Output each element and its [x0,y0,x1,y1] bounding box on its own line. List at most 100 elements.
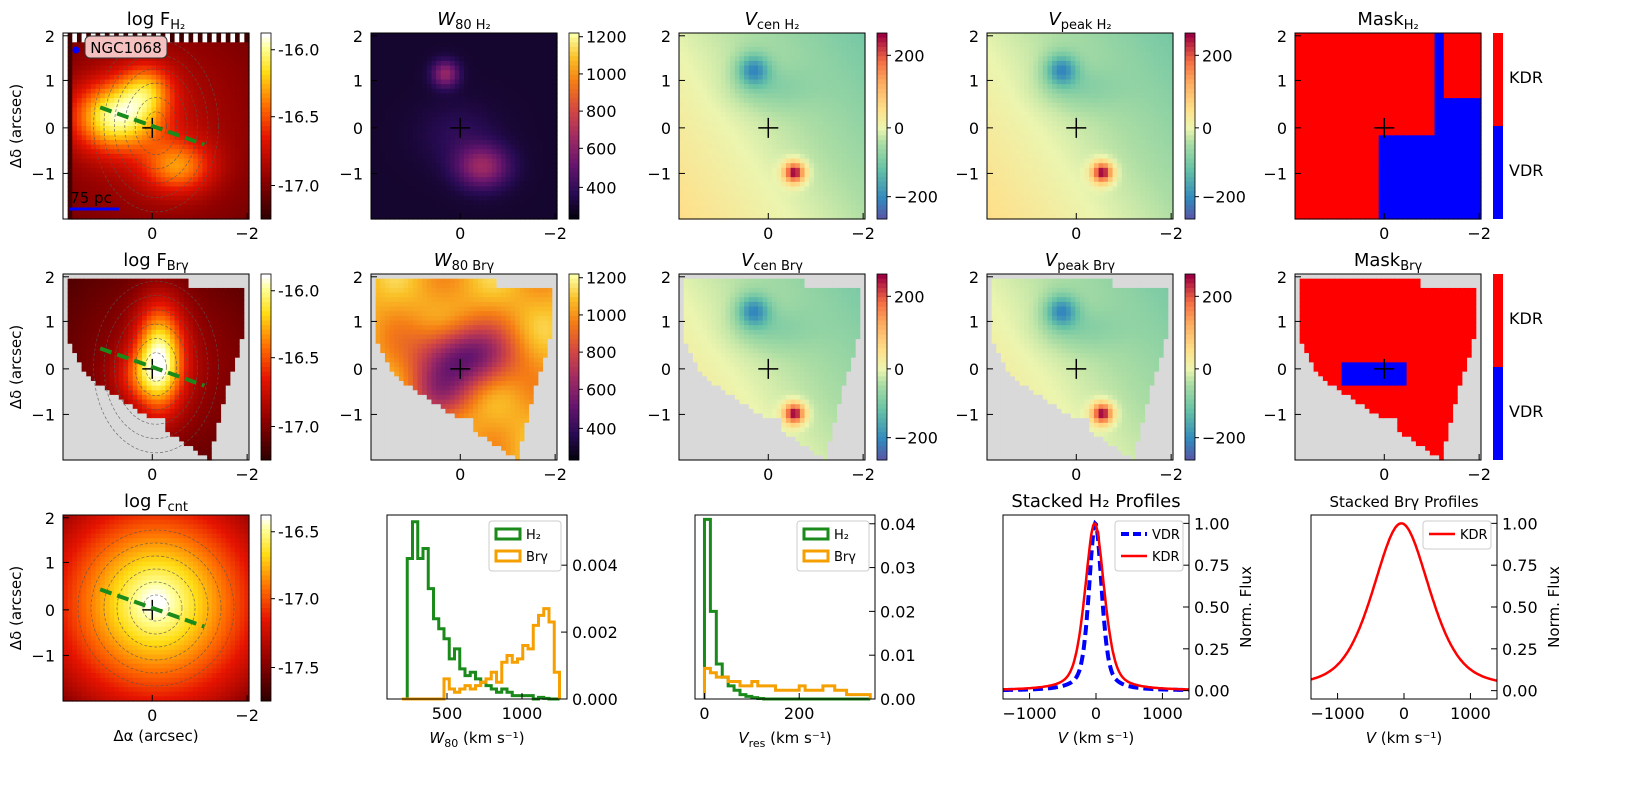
colorbar-tick-label: −200 [894,429,938,448]
map-panel-logF_cnt: 0 −2 2 1 0 −1 log Fcnt Δδ (arcsec) Δα (arcsec) -1… [7,491,319,745]
y-tick-label: 0.000 [572,690,618,709]
x-tick-label: 0 [455,465,465,484]
map-title: W80 Brγ [434,250,495,274]
beam-marker [72,46,80,54]
colorbar-tick-label: -16.0 [278,41,319,60]
y-tick-label: 2 [45,27,55,46]
y-tick-label: 0 [45,119,55,138]
y-tick-label: 2 [661,27,671,46]
y-tick-label: 0.75 [1194,556,1230,575]
position-angle-line [99,105,206,147]
map-frame [986,273,1174,461]
colorbar-label: KDR [1509,309,1543,328]
y-tick-label: 0.04 [880,515,916,534]
colorbar-frame [876,32,888,220]
y-tick-label: 0.004 [572,556,618,575]
legend-label: KDR [1152,550,1180,565]
contour-line [116,568,196,648]
colorbar-tick-label: 200 [894,287,925,306]
y-tick-label: 0 [353,119,363,138]
y-axis-label: Δδ (arcsec) [7,566,25,650]
colorbar: 1200 1000 800 600 400 [568,269,627,461]
map-title: W80 H₂ [437,9,490,33]
x-tick-label: −2 [235,706,259,725]
y-tick-label: 0 [661,119,671,138]
y-tick-label: 0.25 [1194,640,1230,659]
y-tick-label: 2 [661,268,671,287]
x-tick-label: −2 [543,465,567,484]
colorbar-tick-label: -16.5 [278,349,319,368]
x-axis-label: V (km s⁻¹) [1366,729,1443,747]
colorbar-frame [876,273,888,461]
map-frame [678,273,866,461]
y-tick-label: 0 [969,360,979,379]
y-tick-label: 2 [1277,27,1287,46]
map-frame [678,32,866,220]
colorbar-frame [568,32,580,220]
map-title: Vpeak Brγ [1045,250,1115,274]
x-tick-label: −2 [851,465,875,484]
y-tick-label: 0.25 [1502,640,1538,659]
plot-title: Stacked Brγ Profiles [1329,493,1478,511]
y-tick-label: 1 [353,71,363,90]
colorbar-tick-label: 400 [586,178,617,197]
colorbar-tick-label: 800 [586,102,617,121]
y-tick-label: 1 [1277,312,1287,331]
contour-line [77,529,235,687]
x-tick-label: −2 [1467,465,1491,484]
y-tick-label: 0.00 [1502,682,1538,701]
x-tick-label: 0 [147,465,157,484]
legend: VDR KDR [1114,520,1184,572]
colorbar-tick-label: 200 [1202,46,1233,65]
map-panel-Vcen_H2: 0 −2 2 1 0 −1 Vcen H₂ 200 0 −200 [647,9,938,243]
colorbar: KDR VDR [1493,33,1543,219]
y-tick-label: 0.002 [572,623,618,642]
x-tick-label: 0 [147,224,157,243]
y-tick-label: 0 [1277,119,1287,138]
y-tick-label: 0.00 [880,690,916,709]
y-tick-label: 1.00 [1502,514,1538,533]
colorbar-frame [1184,273,1196,461]
colorbar: 200 0 −200 [876,32,938,220]
y-tick-label: −1 [955,164,979,183]
colorbar-tick-label: 0 [1202,360,1212,379]
y-tick-label: 1 [45,71,55,90]
legend-box [1422,520,1492,550]
map-title: log Fcnt [124,491,188,515]
colorbar: 200 0 −200 [876,273,938,461]
x-tick-label: −2 [543,224,567,243]
colorbar-kdr [1493,274,1503,367]
colorbar-label: KDR [1509,68,1543,87]
colorbar-frame [260,32,272,220]
x-axis-label: Vres (km s⁻¹) [738,729,831,750]
colorbar: 1200 1000 800 600 400 [568,28,627,220]
colorbar: -16.0 -16.5 -17.0 [260,32,319,220]
legend-label: Brγ [526,550,548,565]
y-tick-label: 2 [45,509,55,528]
plot-frame [386,514,568,700]
colorbar-vdr [1493,367,1503,460]
colorbar-tick-label: 200 [1202,287,1233,306]
map-panel-Vcen_Brg: 0 −2 2 1 0 −1 Vcen Brγ 200 0 −200 [647,250,938,484]
map-frame [1294,273,1482,461]
x-tick-label: 1000 [502,704,543,723]
colorbar-tick-label: -16.5 [278,108,319,127]
colorbar-label: VDR [1509,402,1543,421]
profile-KDR [1003,522,1190,691]
legend-box [1114,520,1184,572]
contour-line [142,594,170,622]
colorbar-tick-label: 0 [894,119,904,138]
map-title: log FH₂ [127,9,186,33]
y-axis-label: Δδ (arcsec) [7,84,25,168]
map-title: Vpeak H₂ [1048,9,1111,33]
y-tick-label: 0.50 [1502,598,1538,617]
y-tick-label: 1 [969,71,979,90]
legend-swatch [802,527,830,541]
legend-box [488,520,562,572]
colorbar-tick-label: 0 [894,360,904,379]
contour-line [124,82,188,170]
position-angle-line [99,587,206,629]
map-panel-Mask_Brg: 0 −2 2 1 0 −1 MaskBrγ KDR VDR [1263,250,1543,484]
contour-line [129,581,183,635]
